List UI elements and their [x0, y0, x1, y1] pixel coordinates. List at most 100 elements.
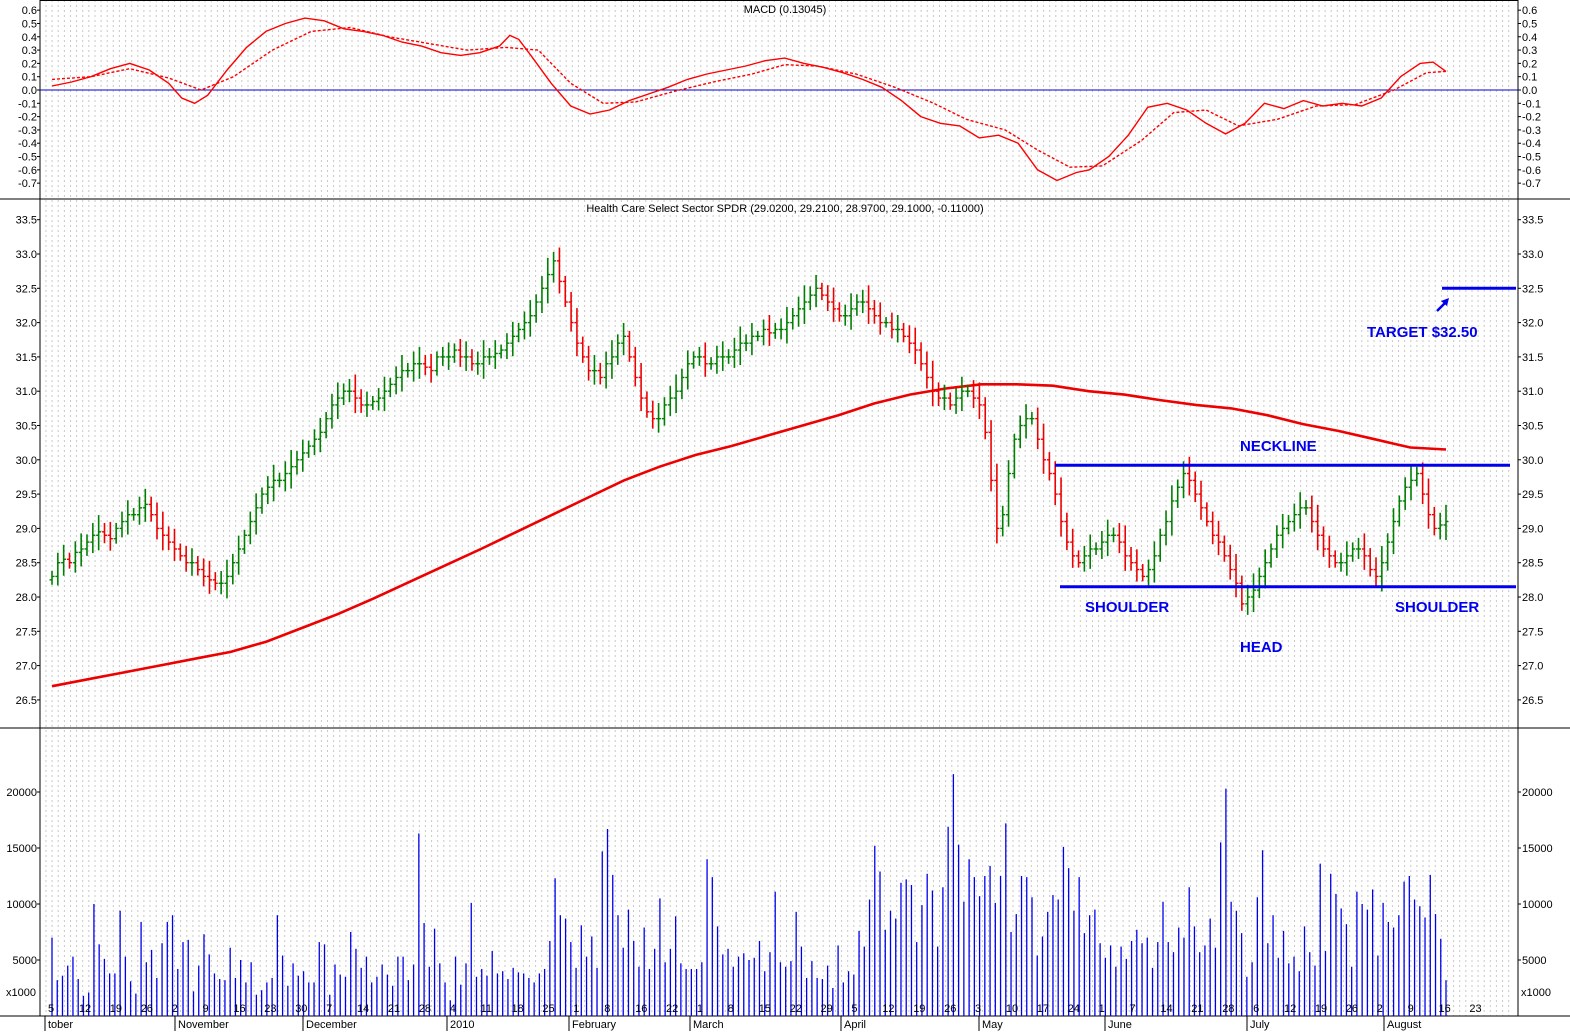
price-bar — [650, 400, 656, 429]
price-bar — [912, 327, 918, 365]
x-day-label: 14 — [1160, 1003, 1172, 1015]
price-bar — [801, 285, 807, 324]
price-bar — [825, 285, 831, 312]
price-bar — [1385, 533, 1391, 571]
price-bar — [947, 392, 953, 410]
price-bar — [1105, 519, 1111, 557]
price-bar — [930, 360, 936, 407]
price-bar — [504, 333, 510, 360]
price-bar — [271, 464, 277, 502]
price-bar — [475, 351, 481, 375]
price-bar — [562, 275, 568, 307]
price-bar — [463, 341, 469, 371]
price-bar — [661, 397, 667, 426]
price-bar — [866, 285, 872, 324]
price-bar — [1221, 535, 1227, 562]
y-tick-label: 28.5 — [1522, 558, 1543, 570]
x-month-label: May — [982, 1019, 1003, 1031]
price-bar — [311, 429, 317, 456]
x-month-label: tober — [48, 1019, 73, 1031]
price-bar — [352, 374, 358, 414]
x-day-label: 2 — [1377, 1003, 1383, 1015]
price-bar — [714, 345, 720, 374]
price-bar — [1052, 461, 1058, 506]
price-bar — [1111, 527, 1117, 543]
price-bar — [294, 450, 300, 475]
y-tick-label: 29.0 — [16, 523, 37, 535]
price-bar — [1326, 535, 1332, 568]
price-bar — [1210, 511, 1216, 545]
y-tick-label: -0.1 — [18, 98, 37, 110]
y-tick-label: -0.2 — [1522, 112, 1541, 124]
price-bar — [399, 355, 405, 392]
price-bar — [1379, 545, 1385, 592]
price-bar — [1087, 534, 1093, 569]
price-bar — [422, 354, 428, 376]
price-bar — [586, 345, 592, 381]
price-bar — [131, 508, 137, 521]
price-bar — [778, 318, 784, 340]
price-bar — [1181, 461, 1187, 499]
price-bar — [236, 535, 242, 575]
x-day-label: 23 — [1469, 1003, 1481, 1015]
y-tick-label: 10000 — [6, 899, 37, 911]
price-bar — [1128, 546, 1134, 571]
y-tick-label: 27.0 — [16, 661, 37, 673]
y-tick-label: -0.6 — [1522, 165, 1541, 177]
price-bars-layer — [49, 247, 1449, 615]
x-day-label: 19 — [913, 1003, 925, 1015]
price-bar — [276, 472, 282, 488]
price-bar — [527, 300, 533, 337]
price-bar — [101, 522, 107, 544]
price-bar — [901, 322, 907, 343]
volume-bars-layer — [51, 774, 1447, 1016]
price-bar — [218, 571, 224, 595]
price-bar — [317, 417, 323, 453]
x-month-label: June — [1108, 1019, 1132, 1031]
x-day-label: 16 — [635, 1003, 647, 1015]
price-bar — [813, 274, 819, 308]
price-bar — [84, 534, 90, 556]
price-bar — [1140, 564, 1146, 582]
price-bar — [247, 511, 253, 545]
x-day-label: 11 — [481, 1003, 492, 1015]
macd-title: MACD (0.13045) — [744, 4, 827, 16]
price-bar — [591, 355, 597, 385]
price-bar — [113, 522, 119, 544]
price-bar — [895, 314, 901, 343]
price-bar — [183, 545, 189, 572]
price-bar — [96, 515, 102, 551]
y-tick-label: -0.7 — [1522, 178, 1541, 190]
price-bar — [673, 374, 679, 414]
y-tick-label: 0.1 — [1522, 72, 1537, 84]
x-day-label: 14 — [357, 1003, 369, 1015]
y-tick-label: 0.3 — [22, 45, 37, 57]
head-label: HEAD — [1240, 639, 1283, 656]
x-day-label: 1 — [573, 1003, 579, 1015]
price-bar — [877, 302, 883, 335]
x-day-label: 16 — [1439, 1003, 1451, 1015]
price-bar — [1239, 575, 1245, 611]
price-bar — [836, 302, 842, 322]
y-tick-label: 31.5 — [1522, 352, 1543, 364]
price-bar — [142, 488, 148, 522]
price-bar — [539, 276, 545, 314]
price-bar — [154, 502, 160, 540]
price-bar — [1000, 505, 1006, 537]
y-tick-label: 27.0 — [1522, 661, 1543, 673]
price-bar — [656, 403, 662, 433]
price-bar — [551, 252, 557, 283]
price-bar — [685, 350, 691, 390]
macd-layer — [51, 17, 1447, 182]
x-month-label: December — [306, 1019, 357, 1031]
price-bar — [201, 558, 207, 587]
x-month-label: July — [1250, 1019, 1270, 1031]
price-bar — [953, 388, 959, 414]
price-bar — [766, 314, 772, 346]
right-shoulder-label: SHOULDER — [1395, 599, 1479, 616]
x-day-label: 4 — [450, 1003, 456, 1015]
price-bar — [481, 340, 487, 379]
price-bar — [370, 396, 376, 410]
x-day-label: 12 — [1284, 1003, 1296, 1015]
price-bar — [457, 338, 463, 367]
